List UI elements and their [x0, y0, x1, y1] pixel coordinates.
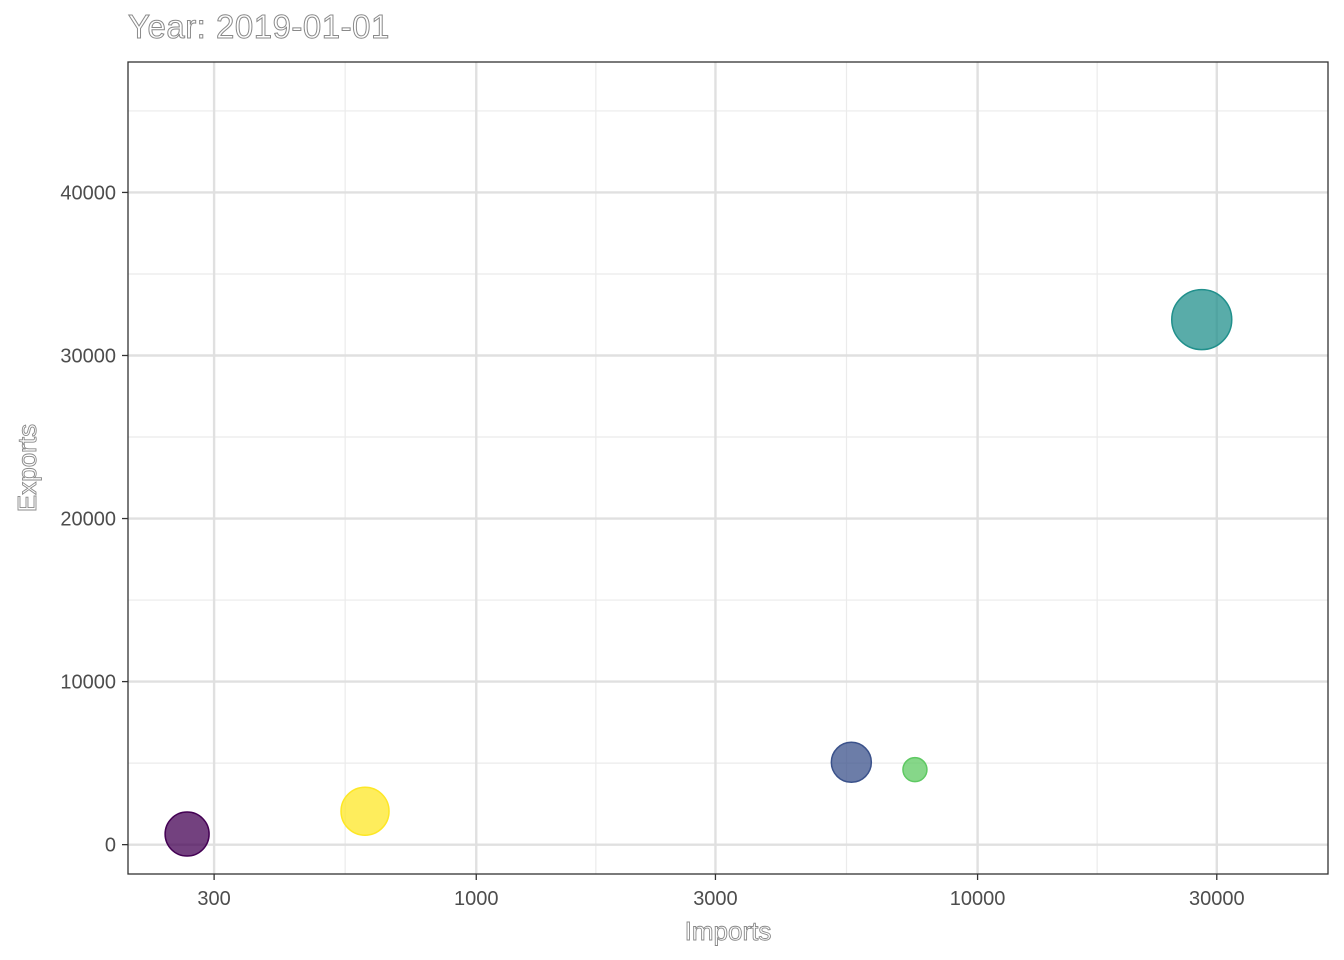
data-point [164, 811, 210, 857]
x-axis-title: Imports [685, 916, 772, 946]
data-point [340, 786, 390, 836]
plot-panel [127, 61, 1329, 875]
x-axis: 300 1000 3000 10000 30000 [197, 874, 1245, 910]
x-tick-label: 300 [197, 888, 230, 910]
data-point [1171, 288, 1233, 351]
y-axis-title: Exports [12, 424, 42, 512]
data-point [902, 756, 928, 783]
x-tick-label: 1000 [454, 888, 499, 910]
x-tick-label: 3000 [693, 888, 738, 910]
y-tick-label: 30000 [60, 345, 116, 367]
y-tick-label: 20000 [60, 509, 116, 531]
y-tick-label: 40000 [60, 182, 116, 204]
y-axis: 0 10000 20000 30000 40000 [60, 182, 128, 857]
grid-major [128, 62, 1328, 874]
y-tick-label: 10000 [60, 672, 116, 694]
points-layer [164, 288, 1233, 857]
data-point [830, 741, 873, 784]
y-tick-label: 0 [105, 835, 116, 857]
grid-minor [128, 62, 1328, 874]
x-tick-label: 30000 [1189, 888, 1245, 910]
chart-title: Year: 2019-01-01 [128, 8, 390, 46]
x-tick-label: 10000 [950, 888, 1006, 910]
